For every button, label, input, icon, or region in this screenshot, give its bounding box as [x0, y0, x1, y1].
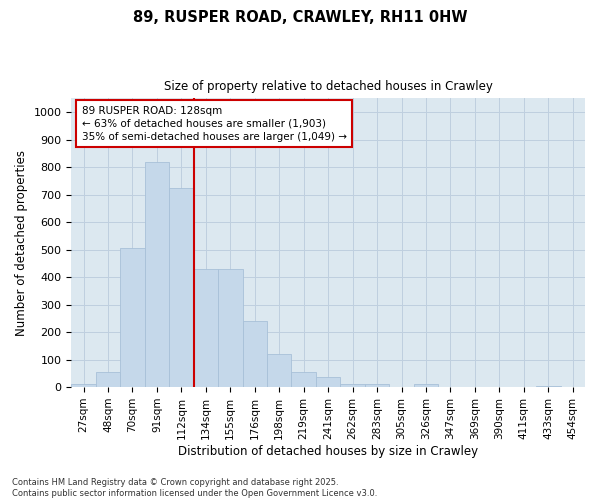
Bar	[340, 384, 365, 387]
Bar	[365, 384, 389, 387]
Bar	[242, 321, 267, 387]
Y-axis label: Number of detached properties: Number of detached properties	[15, 150, 28, 336]
Bar	[194, 269, 218, 387]
Bar	[96, 372, 120, 387]
X-axis label: Distribution of detached houses by size in Crawley: Distribution of detached houses by size …	[178, 444, 478, 458]
Bar	[169, 188, 194, 387]
Text: 89, RUSPER ROAD, CRAWLEY, RH11 0HW: 89, RUSPER ROAD, CRAWLEY, RH11 0HW	[133, 10, 467, 25]
Bar	[267, 354, 292, 387]
Bar	[71, 384, 96, 387]
Bar	[536, 386, 560, 387]
Bar	[316, 378, 340, 387]
Text: Contains HM Land Registry data © Crown copyright and database right 2025.
Contai: Contains HM Land Registry data © Crown c…	[12, 478, 377, 498]
Bar	[292, 372, 316, 387]
Bar	[218, 269, 242, 387]
Text: 89 RUSPER ROAD: 128sqm
← 63% of detached houses are smaller (1,903)
35% of semi-: 89 RUSPER ROAD: 128sqm ← 63% of detached…	[82, 106, 347, 142]
Bar	[414, 384, 438, 387]
Bar	[120, 248, 145, 387]
Title: Size of property relative to detached houses in Crawley: Size of property relative to detached ho…	[164, 80, 493, 93]
Bar	[145, 162, 169, 387]
